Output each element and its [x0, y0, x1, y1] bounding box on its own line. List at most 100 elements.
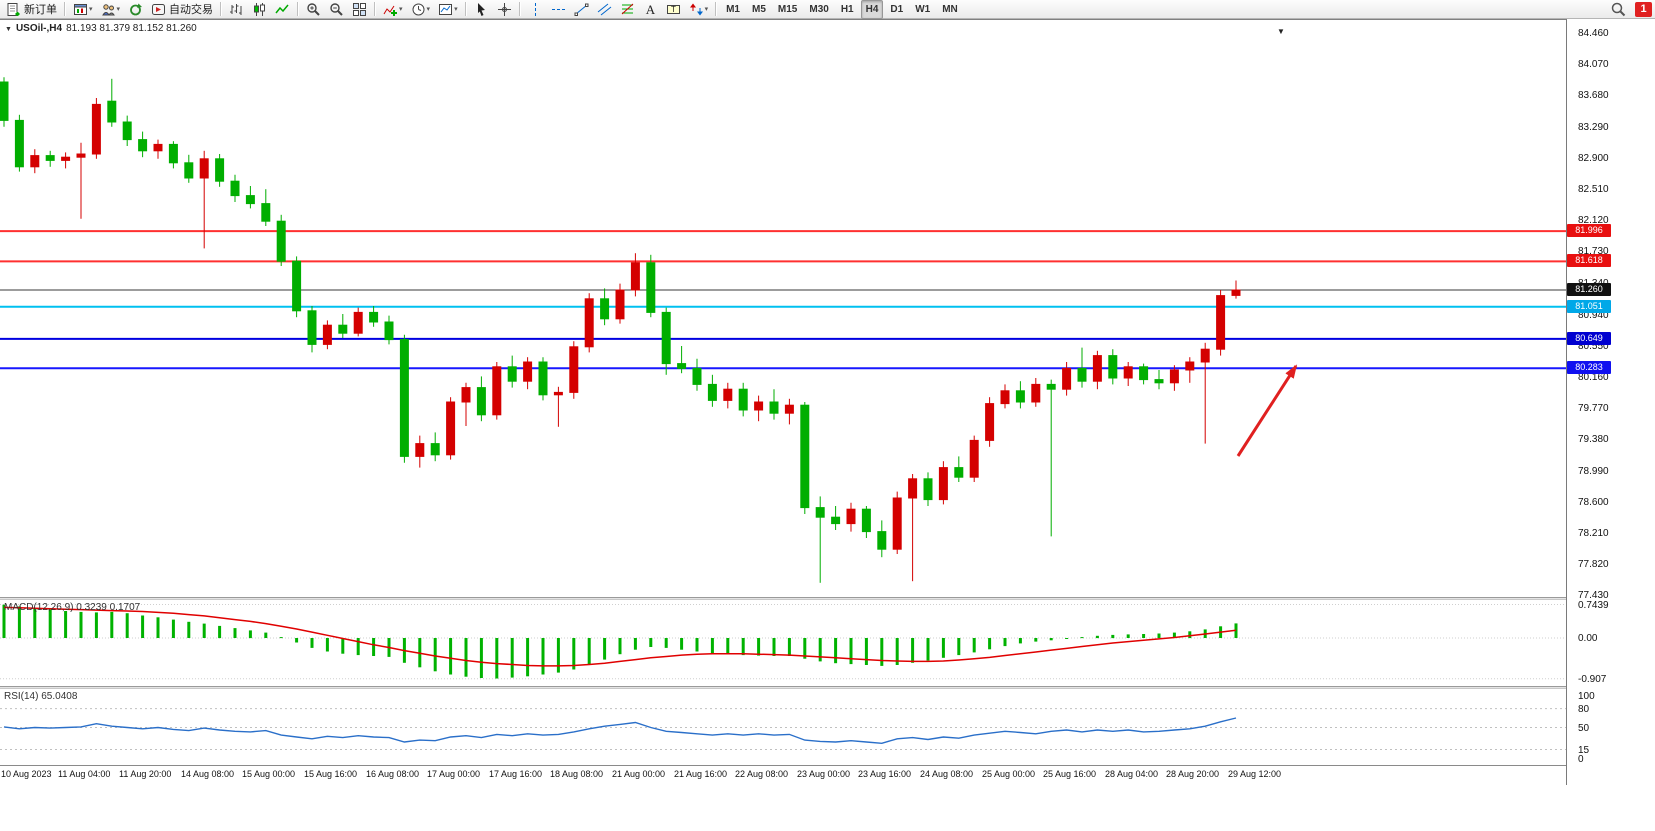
time-tick-label: 28 Aug 20:00 [1166, 769, 1220, 779]
bar-chart-button[interactable] [226, 0, 247, 19]
timeframe-M1-button[interactable]: M1 [726, 3, 740, 15]
tile-windows-button[interactable] [349, 0, 370, 19]
bar-chart-icon [229, 2, 244, 17]
chart-window: USOil-,H4 81.193 81.379 81.152 81.260 MA… [0, 19, 1655, 785]
new-chart-button[interactable]: ▾ [70, 0, 96, 19]
profiles-icon [101, 2, 116, 17]
crosshair-button[interactable] [494, 0, 515, 19]
macd-panel[interactable] [0, 600, 1566, 686]
price-line-badge: 81.618 [1567, 254, 1611, 267]
dropdown-caret-icon: ▾ [426, 5, 431, 13]
rsi-chart[interactable] [0, 689, 1566, 765]
toolbar-separator [297, 2, 300, 16]
refresh-button[interactable] [125, 0, 146, 19]
auto-trading-button[interactable]: 自动交易 [148, 0, 216, 19]
price-tick-label: 77.430 [1578, 590, 1609, 601]
timeframe-H1-button[interactable]: H1 [840, 3, 854, 15]
trend-arrow-annotation[interactable] [1236, 364, 1298, 457]
arrows-icon [689, 2, 704, 17]
time-tick-label: 25 Aug 16:00 [1043, 769, 1097, 779]
symbol-dropdown-icon[interactable] [5, 23, 12, 34]
dropdown-caret-icon: ▾ [399, 5, 403, 13]
cursor-button[interactable] [471, 0, 492, 19]
rsi-indicator-label: RSI(14) 65.0408 [4, 691, 78, 702]
scroll-to-end-marker[interactable] [1277, 21, 1285, 39]
zoom-in-button[interactable] [303, 0, 324, 19]
time-tick-label: 15 Aug 16:00 [304, 769, 358, 779]
price-tick-label: 78.600 [1578, 497, 1609, 508]
macd-chart[interactable] [0, 600, 1566, 686]
time-tick-label: 24 Aug 08:00 [920, 769, 974, 779]
timeframe-M30-button[interactable]: M30 [809, 3, 829, 15]
price-axis[interactable]: 84.460 84.070 83.680 83.290 82.900 82.510 82.1… [1566, 19, 1655, 785]
templates-button[interactable]: ▾ [435, 0, 461, 19]
time-tick-label: 22 Aug 08:00 [735, 769, 789, 779]
toolbar-separator [518, 2, 521, 16]
time-tick-label: 23 Aug 00:00 [797, 769, 851, 779]
dropdown-caret-icon: ▾ [704, 5, 709, 13]
vline-icon [528, 2, 543, 17]
time-axis[interactable]: 10 Aug 2023 11 Aug 04:00 11 Aug 20:00 14 Au… [0, 765, 1566, 785]
time-tick-label: 11 Aug 20:00 [119, 769, 172, 779]
text-tool-button[interactable]: A [640, 0, 661, 19]
fibonacci-button[interactable] [617, 0, 638, 19]
profiles-button[interactable]: ▾ [98, 0, 124, 19]
time-tick-label: 17 Aug 00:00 [427, 769, 481, 779]
rsi-tick-label: 15 [1578, 745, 1590, 756]
price-tick-label: 81.730 [1578, 246, 1609, 257]
trendline-icon [574, 2, 589, 17]
vertical-line-button[interactable] [525, 0, 546, 19]
timeframe-W1-button[interactable]: W1 [915, 3, 931, 15]
rsi-tick-label: 80 [1578, 704, 1590, 715]
candlestick-view-button[interactable] [249, 0, 270, 19]
cursor-icon [474, 2, 489, 17]
timeframe-H4-button[interactable]: H4 [860, 0, 884, 19]
price-tick-label: 78.210 [1578, 528, 1609, 539]
price-line-badge: 80.649 [1567, 332, 1611, 345]
periods-button[interactable]: ▾ [408, 0, 434, 19]
timeframe-M5-button[interactable]: M5 [752, 3, 766, 15]
toolbar-groups: 新订单 ▾ ▾ 自动交易 ▾ ▾ ▾ A T ▾ M1 M5 M15 M30 H1 H4 D1 W1 MN [2, 0, 964, 19]
indicators-button[interactable]: ▾ [380, 0, 406, 19]
time-tick-label: 29 Aug 12:00 [1228, 769, 1282, 779]
price-tick-label: 84.070 [1578, 59, 1609, 70]
line-chart-button[interactable] [272, 0, 293, 19]
new-order-button[interactable]: 新订单 [3, 0, 60, 19]
timeframe-M15-button[interactable]: M15 [777, 3, 798, 15]
candlestick-chart[interactable] [0, 20, 1566, 598]
time-tick-label: 14 Aug 08:00 [181, 769, 235, 779]
clock-icon [411, 2, 426, 17]
time-tick-label: 17 Aug 16:00 [489, 769, 543, 779]
time-tick-label: 25 Aug 00:00 [982, 769, 1036, 779]
template-icon [438, 2, 453, 17]
chart-title-row: USOil-,H4 81.193 81.379 81.152 81.260 [5, 23, 197, 34]
timeframe-MN-button[interactable]: MN [942, 3, 958, 15]
ohlc-values: 81.193 81.379 81.152 81.260 [66, 23, 197, 34]
rsi-panel[interactable] [0, 689, 1566, 765]
toolbar-separator [715, 2, 718, 16]
rsi-tick-label: 100 [1578, 691, 1595, 702]
time-tick-label: 21 Aug 16:00 [674, 769, 728, 779]
crosshair-icon [497, 2, 512, 17]
zoom-out-button[interactable] [326, 0, 347, 19]
label-tool-button[interactable]: T [663, 0, 684, 19]
auto-play-icon [151, 2, 166, 17]
price-chart-panel[interactable] [0, 19, 1566, 598]
channel-button[interactable] [594, 0, 615, 19]
trendline-button[interactable] [571, 0, 592, 19]
price-line-badge: 81.996 [1567, 224, 1611, 237]
macd-tick-label: 0.7439 [1578, 600, 1609, 611]
panel-splitter[interactable] [0, 597, 1655, 600]
time-tick-label: 28 Aug 04:00 [1105, 769, 1159, 779]
arrows-button[interactable]: ▾ [686, 0, 712, 19]
price-tick-label: 84.460 [1578, 28, 1609, 39]
toolbar-separator [64, 2, 66, 16]
notification-badge[interactable]: 1 [1635, 2, 1652, 17]
dropdown-caret-icon: ▾ [116, 5, 121, 13]
panel-splitter[interactable] [0, 686, 1655, 689]
price-line-badge: 81.051 [1567, 300, 1611, 313]
timeframe-D1-button[interactable]: D1 [890, 3, 904, 15]
search-button[interactable] [1608, 0, 1629, 19]
hline-icon [551, 2, 566, 17]
horizontal-line-button[interactable] [548, 0, 569, 19]
